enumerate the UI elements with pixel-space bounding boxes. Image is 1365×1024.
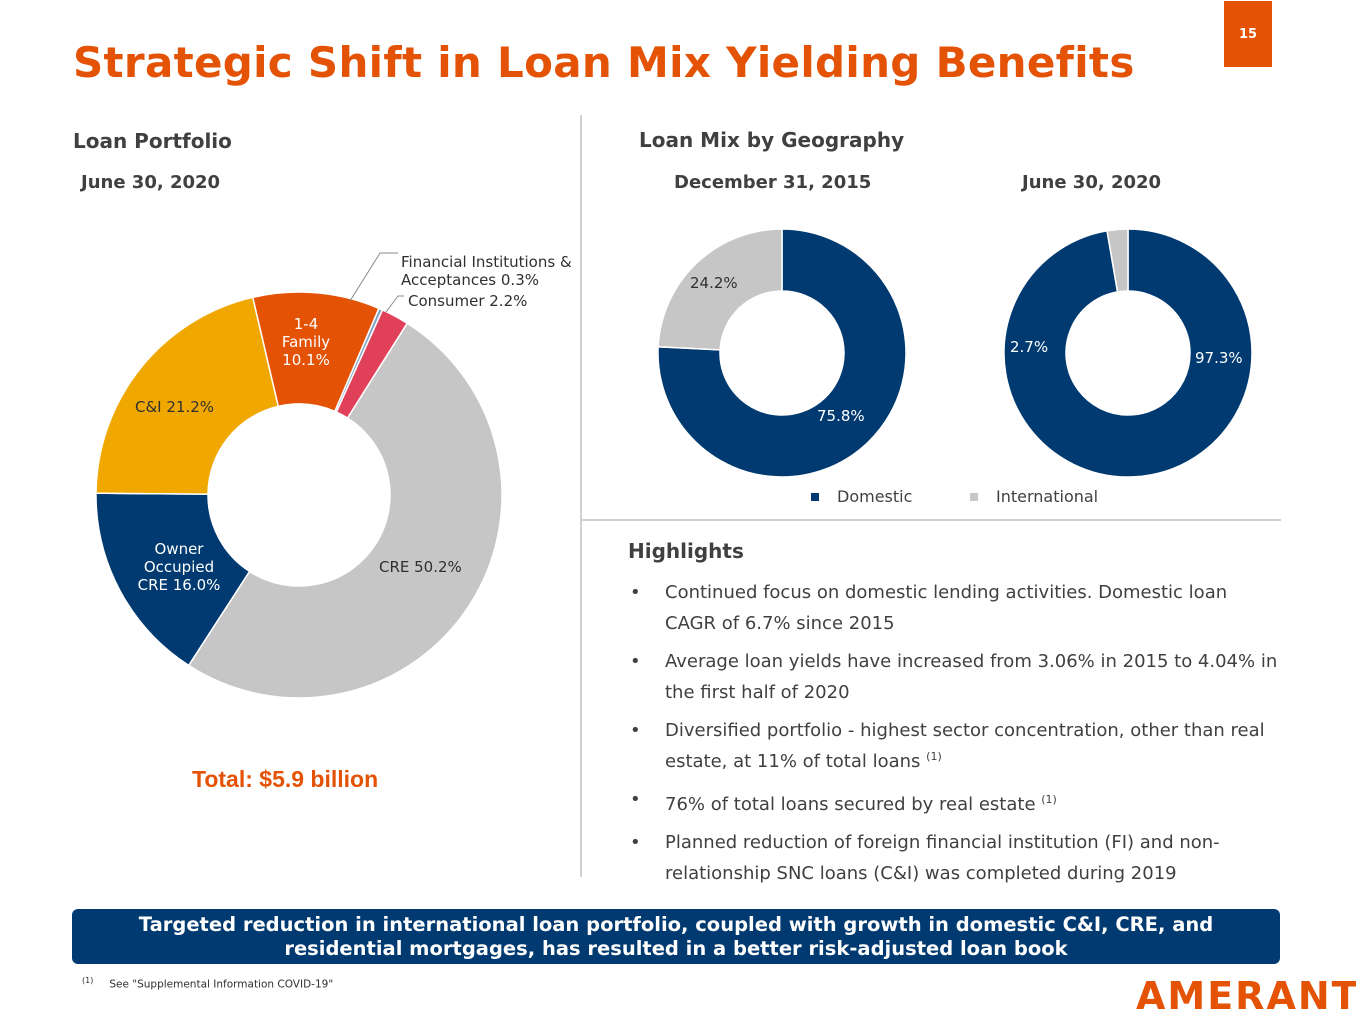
- slice-international: [657, 228, 783, 351]
- summary-banner: Targeted reduction in international loan…: [72, 909, 1280, 964]
- footnote: (1) See "Supplemental Information COVID-1…: [82, 976, 333, 991]
- highlight-item: • 76% of total loans secured by real esta…: [628, 787, 1278, 818]
- geography-2015-donut: [657, 228, 907, 478]
- geography-date-2020: June 30, 2020: [1022, 172, 1162, 193]
- fi-label-line2: Acceptances 0.3%: [401, 271, 539, 289]
- family-label-line2: Family: [281, 333, 331, 351]
- highlight-text: Diversified portfolio - highest sector c…: [665, 720, 1265, 772]
- bullet: •: [630, 651, 641, 672]
- dom-2020-label: 97.3%: [1195, 349, 1243, 367]
- family-label-line1: 1-4: [293, 315, 319, 333]
- intl-2020-label: 2.7%: [1010, 338, 1049, 356]
- slice-c-i: [95, 296, 280, 495]
- domestic-swatch: [811, 492, 819, 501]
- bullet: •: [630, 582, 641, 603]
- highlights-heading: Highlights: [628, 539, 744, 563]
- cre-label: CRE 50.2%: [379, 558, 462, 576]
- intl-2015-label: 24.2%: [690, 274, 738, 292]
- highlight-text: 76% of total loans secured by real estat…: [665, 794, 1042, 815]
- amerant-logo: AMERANT: [1136, 975, 1356, 1015]
- footnote-ref: (1): [1041, 793, 1057, 806]
- highlight-text: Continued focus on domestic lending acti…: [665, 582, 1228, 634]
- highlight-item: • Average loan yields have increased from…: [628, 649, 1278, 706]
- slice-domestic: [1003, 228, 1253, 478]
- highlight-item: • Diversified portfolio - highest sector …: [628, 718, 1278, 775]
- page-number: 15: [1238, 26, 1258, 42]
- highlight-text: Planned reduction of foreign financial i…: [665, 832, 1220, 884]
- slice-consumer: [335, 308, 409, 420]
- bullet: •: [630, 720, 641, 741]
- highlight-text: Average loan yields have increased from …: [665, 651, 1278, 703]
- international-swatch: [970, 492, 978, 501]
- fi-leader-line: [349, 252, 398, 302]
- total-label: Total: $5.9 billion: [192, 766, 379, 792]
- page-title: Strategic Shift in Loan Mix Yielding Ben…: [73, 38, 1135, 87]
- page-number-badge: 15: [1224, 1, 1272, 67]
- ci-label: C&I 21.2%: [135, 398, 215, 416]
- horizontal-divider: [582, 519, 1281, 521]
- legend-domestic: Domestic: [811, 487, 912, 506]
- footnote-ref: (1): [926, 750, 942, 763]
- geography-2020-donut: [1003, 228, 1253, 478]
- slice-international: [1106, 228, 1129, 293]
- oo-cre-label-line2: Occupied: [143, 558, 215, 576]
- legend-international: International: [970, 487, 1098, 506]
- loan-portfolio-heading: Loan Portfolio: [73, 129, 232, 153]
- loan-portfolio-donut: [95, 291, 503, 699]
- footnote-text: See "Supplemental Information COVID-19": [109, 978, 334, 991]
- slice-domestic: [657, 228, 907, 478]
- consumer-leader-line: [385, 295, 404, 313]
- fi-label-line1: Financial Institutions &: [401, 253, 571, 271]
- geography-date-2015: December 31, 2015: [674, 172, 872, 193]
- slice-cre: [187, 322, 503, 699]
- footnote-marker: (1): [82, 976, 94, 985]
- family-label-line3: 10.1%: [282, 351, 330, 369]
- bullet: •: [630, 789, 641, 810]
- geography-heading: Loan Mix by Geography: [639, 128, 905, 152]
- consumer-label: Consumer 2.2%: [408, 292, 528, 310]
- summary-banner-text: Targeted reduction in international loan…: [138, 912, 1214, 960]
- highlights-list: • Continued focus on domestic lending act…: [628, 580, 1278, 899]
- highlight-item: • Planned reduction of foreign financial …: [628, 830, 1278, 887]
- slice-owner-occupied-cre: [95, 492, 251, 667]
- bullet: •: [630, 832, 641, 853]
- loan-portfolio-date: June 30, 2020: [81, 172, 221, 193]
- oo-cre-label-line1: Owner: [154, 540, 204, 558]
- legend-international-label: International: [996, 487, 1099, 506]
- highlight-item: • Continued focus on domestic lending act…: [628, 580, 1278, 637]
- vertical-divider: [580, 115, 582, 877]
- logo-wordmark: AMERANT: [1136, 975, 1356, 1015]
- dom-2015-label: 75.8%: [817, 407, 865, 425]
- legend-domestic-label: Domestic: [837, 487, 913, 506]
- oo-cre-label-line3: CRE 16.0%: [137, 576, 221, 594]
